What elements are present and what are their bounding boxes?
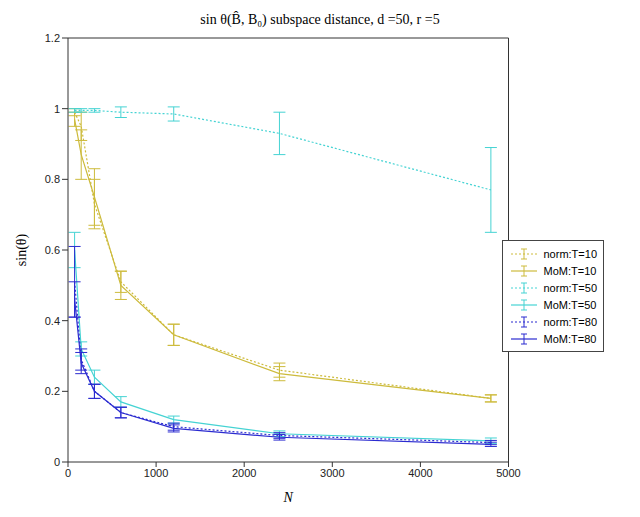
html-text:sin θ(B̂, B₀) subspace distanc: sin θ(B̂, B₀) subspace distance, d =50, … xyxy=(200,12,440,27)
svg-text:4000: 4000 xyxy=(408,467,432,479)
svg-text:0: 0 xyxy=(65,467,71,479)
html-text:norm:T=50: norm:T=50 xyxy=(543,281,597,294)
svg-text:0.6: 0.6 xyxy=(45,244,60,256)
svg-text:0.4: 0.4 xyxy=(45,315,60,327)
svg-text:2000: 2000 xyxy=(232,467,256,479)
html-text:norm:T=80: norm:T=80 xyxy=(543,315,597,328)
svg-text:sin(θ): sin(θ) xyxy=(14,233,30,266)
svg-text:0.2: 0.2 xyxy=(45,385,60,397)
svg-text:N: N xyxy=(283,490,294,505)
html-text:norm:T=10: norm:T=10 xyxy=(543,247,597,260)
html-text:MoM:T=50: MoM:T=50 xyxy=(543,298,597,311)
html-text:MoM:T=10: MoM:T=10 xyxy=(543,264,597,277)
html-text:MoM:T=80: MoM:T=80 xyxy=(543,332,597,345)
svg-text:3000: 3000 xyxy=(320,467,344,479)
svg-text:1000: 1000 xyxy=(144,467,168,479)
svg-text:1: 1 xyxy=(54,103,60,115)
svg-text:0: 0 xyxy=(54,456,60,468)
svg-text:5000: 5000 xyxy=(496,467,520,479)
svg-text:0.8: 0.8 xyxy=(45,173,60,185)
svg-text:1.2: 1.2 xyxy=(45,32,60,44)
